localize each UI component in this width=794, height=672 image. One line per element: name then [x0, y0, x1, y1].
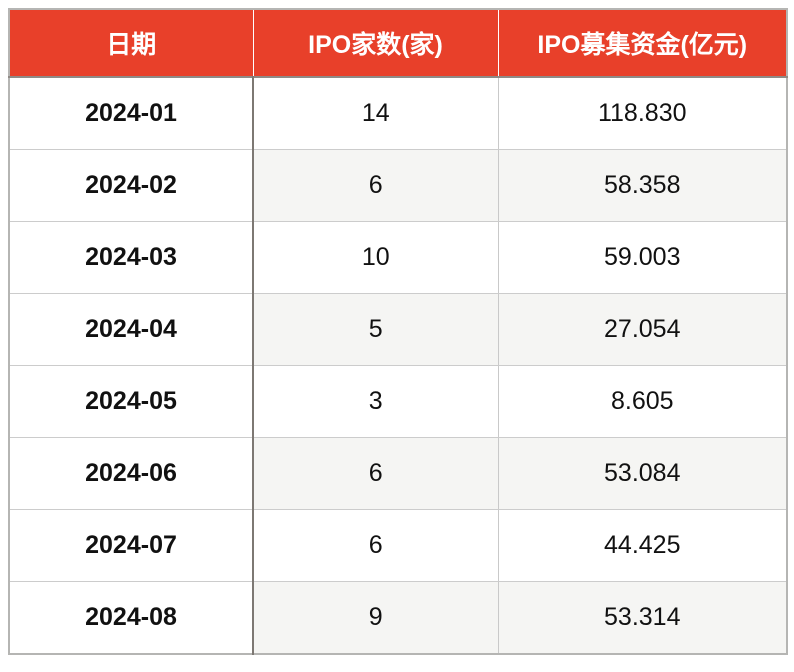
table-row: 2024-02 6 58.358: [9, 149, 787, 222]
ipo-funds-cell: 53.314: [498, 581, 787, 654]
header-cell-ipo-count: IPO家数(家): [253, 9, 499, 77]
header-cell-ipo-funds: IPO募集资金(亿元): [498, 9, 787, 77]
table-row: 2024-08 9 53.314: [9, 581, 787, 654]
date-cell: 2024-04: [9, 293, 254, 366]
ipo-funds-cell: 53.084: [498, 437, 787, 510]
ipo-count-cell: 6: [253, 149, 499, 222]
ipo-funds-cell: 59.003: [498, 221, 787, 294]
date-cell: 2024-05: [9, 365, 254, 438]
table-row: 2024-05 3 8.605: [9, 365, 787, 438]
ipo-funds-cell: 44.425: [498, 509, 787, 582]
ipo-funds-cell: 27.054: [498, 293, 787, 366]
date-cell: 2024-08: [9, 581, 254, 654]
ipo-count-cell: 9: [253, 581, 499, 654]
date-cell: 2024-02: [9, 149, 254, 222]
ipo-funds-cell: 8.605: [498, 365, 787, 438]
table-row: 2024-04 5 27.054: [9, 293, 787, 366]
ipo-monthly-table: 日期 IPO家数(家) IPO募集资金(亿元) 2024-01 14 118.8…: [8, 8, 788, 655]
ipo-funds-cell: 118.830: [498, 77, 787, 150]
ipo-count-cell: 6: [253, 509, 499, 582]
ipo-count-cell: 14: [253, 77, 499, 150]
date-cell: 2024-01: [9, 77, 254, 150]
date-cell: 2024-07: [9, 509, 254, 582]
date-cell: 2024-06: [9, 437, 254, 510]
table-row: 2024-01 14 118.830: [9, 77, 787, 150]
header-row: 日期 IPO家数(家) IPO募集资金(亿元): [9, 9, 787, 77]
header-cell-date: 日期: [9, 9, 254, 77]
table-body: 2024-01 14 118.830 2024-02 6 58.358 2024…: [9, 77, 787, 654]
table-row: 2024-03 10 59.003: [9, 221, 787, 294]
ipo-count-cell: 10: [253, 221, 499, 294]
ipo-count-cell: 3: [253, 365, 499, 438]
table-header: 日期 IPO家数(家) IPO募集资金(亿元): [9, 9, 787, 77]
ipo-table-container: 日期 IPO家数(家) IPO募集资金(亿元) 2024-01 14 118.8…: [8, 8, 788, 655]
ipo-funds-cell: 58.358: [498, 149, 787, 222]
ipo-count-cell: 5: [253, 293, 499, 366]
table-row: 2024-07 6 44.425: [9, 509, 787, 582]
date-cell: 2024-03: [9, 221, 254, 294]
table-row: 2024-06 6 53.084: [9, 437, 787, 510]
ipo-count-cell: 6: [253, 437, 499, 510]
